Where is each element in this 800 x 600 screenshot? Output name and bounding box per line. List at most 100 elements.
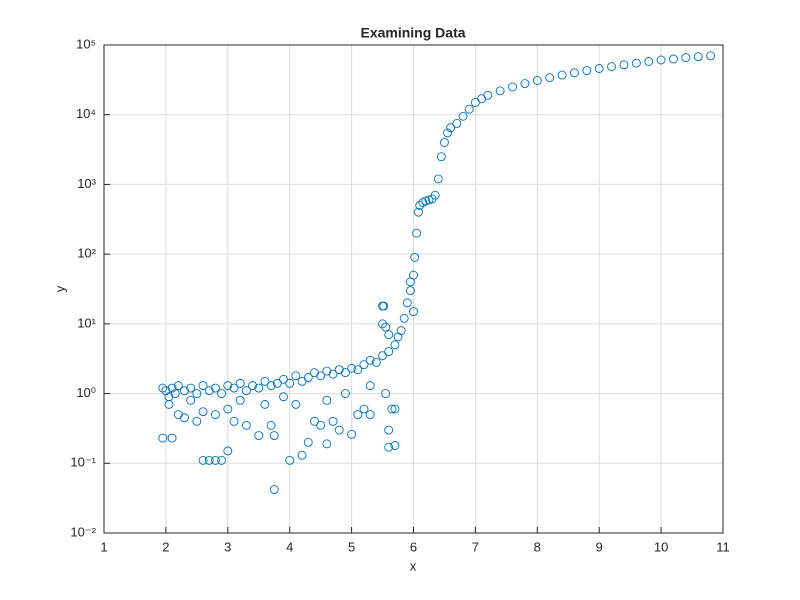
y-tick-label: 10² [77,246,96,261]
point [272,378,282,388]
x-tick-label: 7 [472,539,479,554]
point [409,307,418,317]
point [328,369,338,379]
point [316,420,326,430]
point [192,416,202,426]
point [402,298,412,308]
point [198,381,208,391]
x-tick-label: 2 [162,539,169,554]
y-tick-label: 10⁴ [76,106,96,121]
x-tick-label: 11 [716,539,730,554]
point [384,425,394,435]
point [693,52,703,62]
point [353,365,363,375]
y-tick-label: 10⁵ [76,36,96,51]
point [266,381,276,391]
y-tick-label: 10⁰ [76,385,96,400]
point [681,53,691,63]
x-tick-label: 10 [654,539,668,554]
point [371,357,381,367]
y-tick-label: 10⁻¹ [70,455,96,470]
point [217,455,227,465]
point [158,433,168,443]
point [399,313,409,323]
x-tick-label: 6 [410,539,417,554]
point [387,404,397,414]
point [328,416,338,426]
point [180,413,189,423]
point [347,429,357,439]
point [204,455,214,465]
point [594,64,604,73]
x-tick-label: 9 [596,539,603,554]
chart-title: Examining Data [360,25,465,41]
point [322,395,332,405]
point [285,455,295,465]
x-tick-label: 5 [348,539,355,554]
point [192,389,202,399]
point [347,363,357,373]
point [706,51,716,61]
point [379,301,389,311]
point [279,374,288,384]
point [359,360,369,370]
point [198,407,208,417]
point [285,378,295,388]
point [235,378,245,388]
point [378,351,387,361]
point [381,389,391,399]
point [254,431,264,440]
point [303,437,313,447]
point [217,389,227,399]
point [322,439,332,449]
y-tick-label: 10¹ [77,315,96,330]
point [167,433,177,443]
point [210,383,220,393]
point [440,138,449,147]
point [390,404,400,414]
point [390,441,400,450]
point [229,416,239,426]
point [508,82,517,92]
point [173,381,183,391]
point [405,277,415,287]
point [260,376,270,386]
x-tick-label: 1 [100,539,107,554]
point [186,383,196,393]
y-tick-label: 10³ [77,176,96,191]
point [656,55,666,65]
point [452,118,462,128]
point [483,90,493,100]
point [365,410,375,420]
point [412,228,422,238]
point [405,286,415,296]
point [158,383,168,393]
point [266,420,276,430]
point [291,371,301,381]
point [164,399,174,409]
point [269,431,279,440]
point [334,365,344,375]
point [446,123,456,133]
point [644,57,654,66]
point [254,383,264,393]
y-tick-label: 10⁻² [70,524,96,539]
point [340,389,350,399]
point [607,62,617,72]
point [229,383,239,393]
point [557,70,567,80]
point [384,442,394,452]
point [161,386,171,396]
x-tick-label: 3 [224,539,231,554]
point [204,386,214,396]
point [198,455,208,465]
point [569,68,579,78]
point [365,355,375,365]
point [396,326,406,336]
point [334,425,344,435]
point [260,399,270,409]
point [316,371,326,381]
point [495,86,505,96]
point [433,174,443,184]
point [390,340,400,350]
